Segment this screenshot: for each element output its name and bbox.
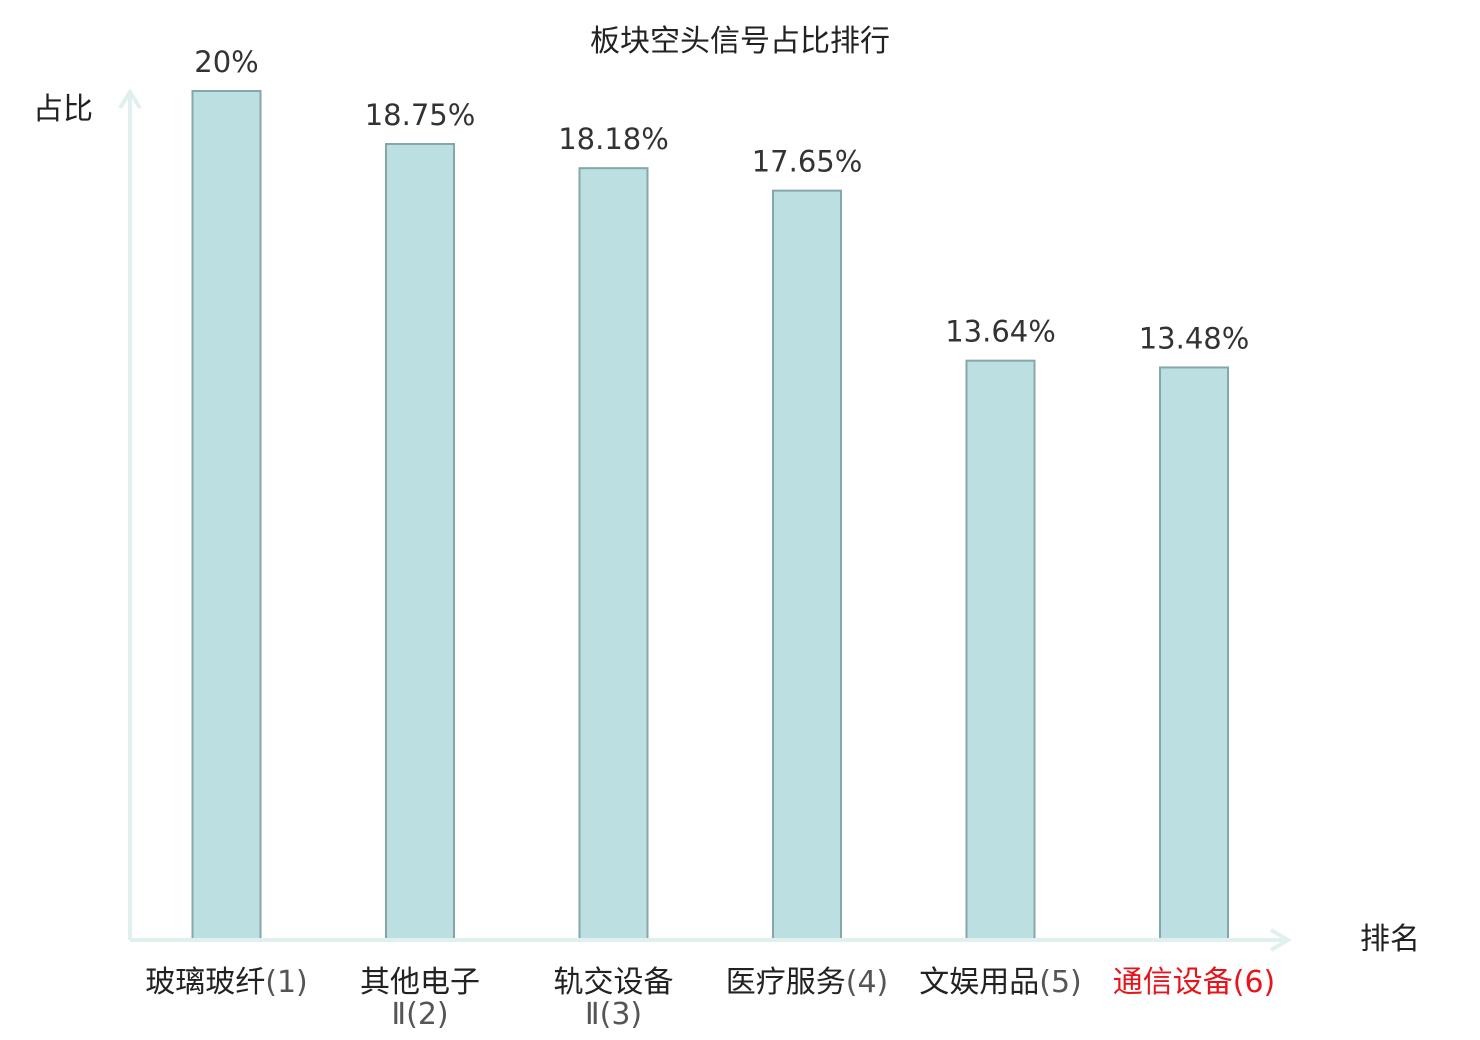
x-tick-label: 医疗服务(4) (707, 967, 907, 999)
x-tick-rank: (6) (1232, 965, 1276, 1000)
x-tick-label: 轨交设备 Ⅱ(3) (514, 967, 714, 1031)
x-tick-name: 其他电子 (360, 965, 480, 1000)
axes (118, 88, 1292, 952)
x-tick-rank: (5) (1039, 965, 1082, 1000)
x-tick-rank: (4) (845, 965, 889, 1000)
x-axis-arrow-icon (1269, 928, 1292, 952)
x-tick-rank: (2) (406, 997, 449, 1032)
chart-title: 板块空头信号占比排行 (590, 24, 890, 59)
x-tick-name: 医疗服务 (725, 965, 846, 1000)
x-tick-label: 通信设备(6) (1094, 967, 1294, 999)
x-tick-rank: (1) (265, 965, 308, 1000)
bar (965, 359, 1036, 940)
bar (191, 90, 262, 940)
x-tick-rank: (3) (599, 997, 643, 1032)
y-axis-label: 占比 (33, 92, 93, 127)
bar (772, 189, 842, 940)
bar-value-label: 18.75% (365, 98, 476, 132)
x-tick-name: 文娱用品 (919, 965, 1040, 1000)
x-tick-name: 玻璃玻纤 (145, 965, 266, 1000)
bar (578, 167, 649, 940)
x-tick-name-suffix: Ⅱ (391, 997, 407, 1032)
x-tick-name: 通信设备 (1112, 965, 1233, 1000)
x-tick-label: 文娱用品(5) (901, 967, 1101, 999)
bar-value-label: 18.18% (558, 122, 669, 156)
bars-layer: 20% 18.75% 18.18% 17.65% 13.64% 13.48% (191, 45, 1250, 940)
bar-value-label: 13.64% (945, 315, 1056, 349)
bar (385, 143, 455, 940)
bar-value-label: 17.65% (752, 145, 863, 179)
bar (1159, 366, 1229, 940)
y-axis-arrow-icon (118, 88, 142, 110)
x-tick-label: 其他电子 Ⅱ(2) (320, 967, 520, 1031)
bar-value-label: 13.48% (1139, 321, 1250, 355)
x-tick-name-suffix: Ⅱ (584, 997, 600, 1032)
x-tick-name: 轨交设备 (553, 965, 674, 1000)
x-axis-label: 排名 (1360, 922, 1420, 957)
bar-value-label: 20% (194, 45, 258, 79)
x-tick-label: 玻璃玻纤(1) (127, 967, 327, 999)
